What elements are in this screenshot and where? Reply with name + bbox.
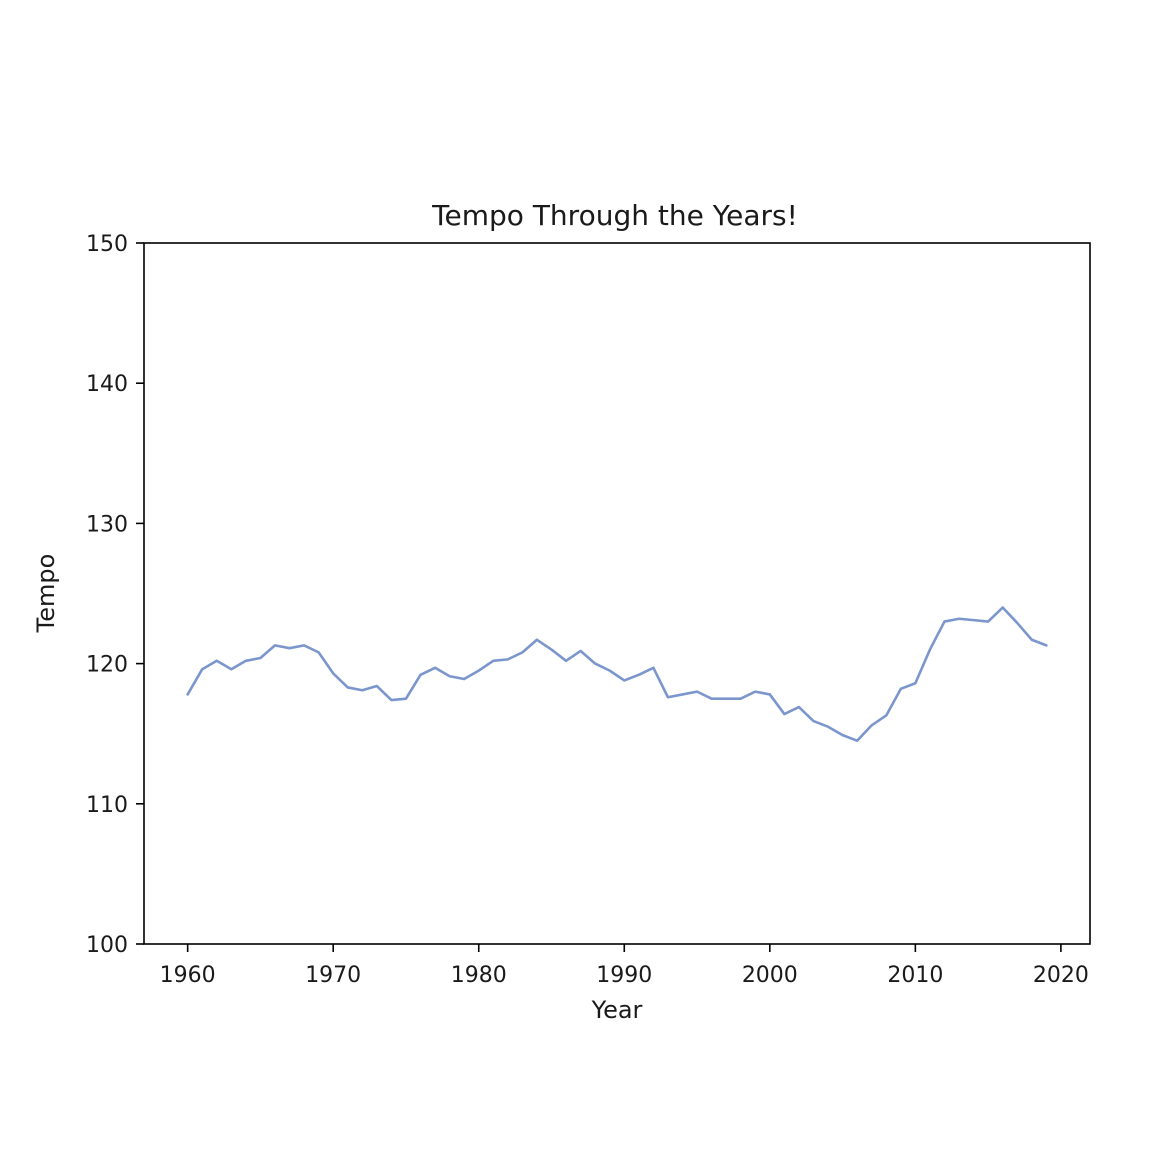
plot-frame xyxy=(143,242,1091,945)
y-tick-label: 100 xyxy=(86,933,128,958)
y-axis-label: Tempo xyxy=(32,554,60,634)
y-tick-label: 120 xyxy=(86,653,128,678)
y-tick-label: 150 xyxy=(86,232,128,257)
x-tick-label: 1970 xyxy=(305,963,361,988)
y-tick-label: 110 xyxy=(86,793,128,818)
y-tick-label: 140 xyxy=(86,372,128,397)
x-tick-label: 1960 xyxy=(160,963,216,988)
x-axis-ticks: 1960 1970 1980 1990 2000 2010 2020 xyxy=(160,944,1089,988)
y-axis-ticks: 100 110 120 130 140 150 xyxy=(86,232,144,958)
x-tick-label: 2000 xyxy=(742,963,798,988)
x-axis-label: Year xyxy=(591,996,643,1024)
tempo-series-line xyxy=(186,606,1048,743)
chart-title: Tempo Through the Years! xyxy=(431,199,798,232)
x-tick-label: 2020 xyxy=(1033,963,1089,988)
x-tick-label: 1980 xyxy=(451,963,507,988)
x-tick-label: 2010 xyxy=(887,963,943,988)
x-tick-label: 1990 xyxy=(596,963,652,988)
y-tick-label: 130 xyxy=(86,512,128,537)
